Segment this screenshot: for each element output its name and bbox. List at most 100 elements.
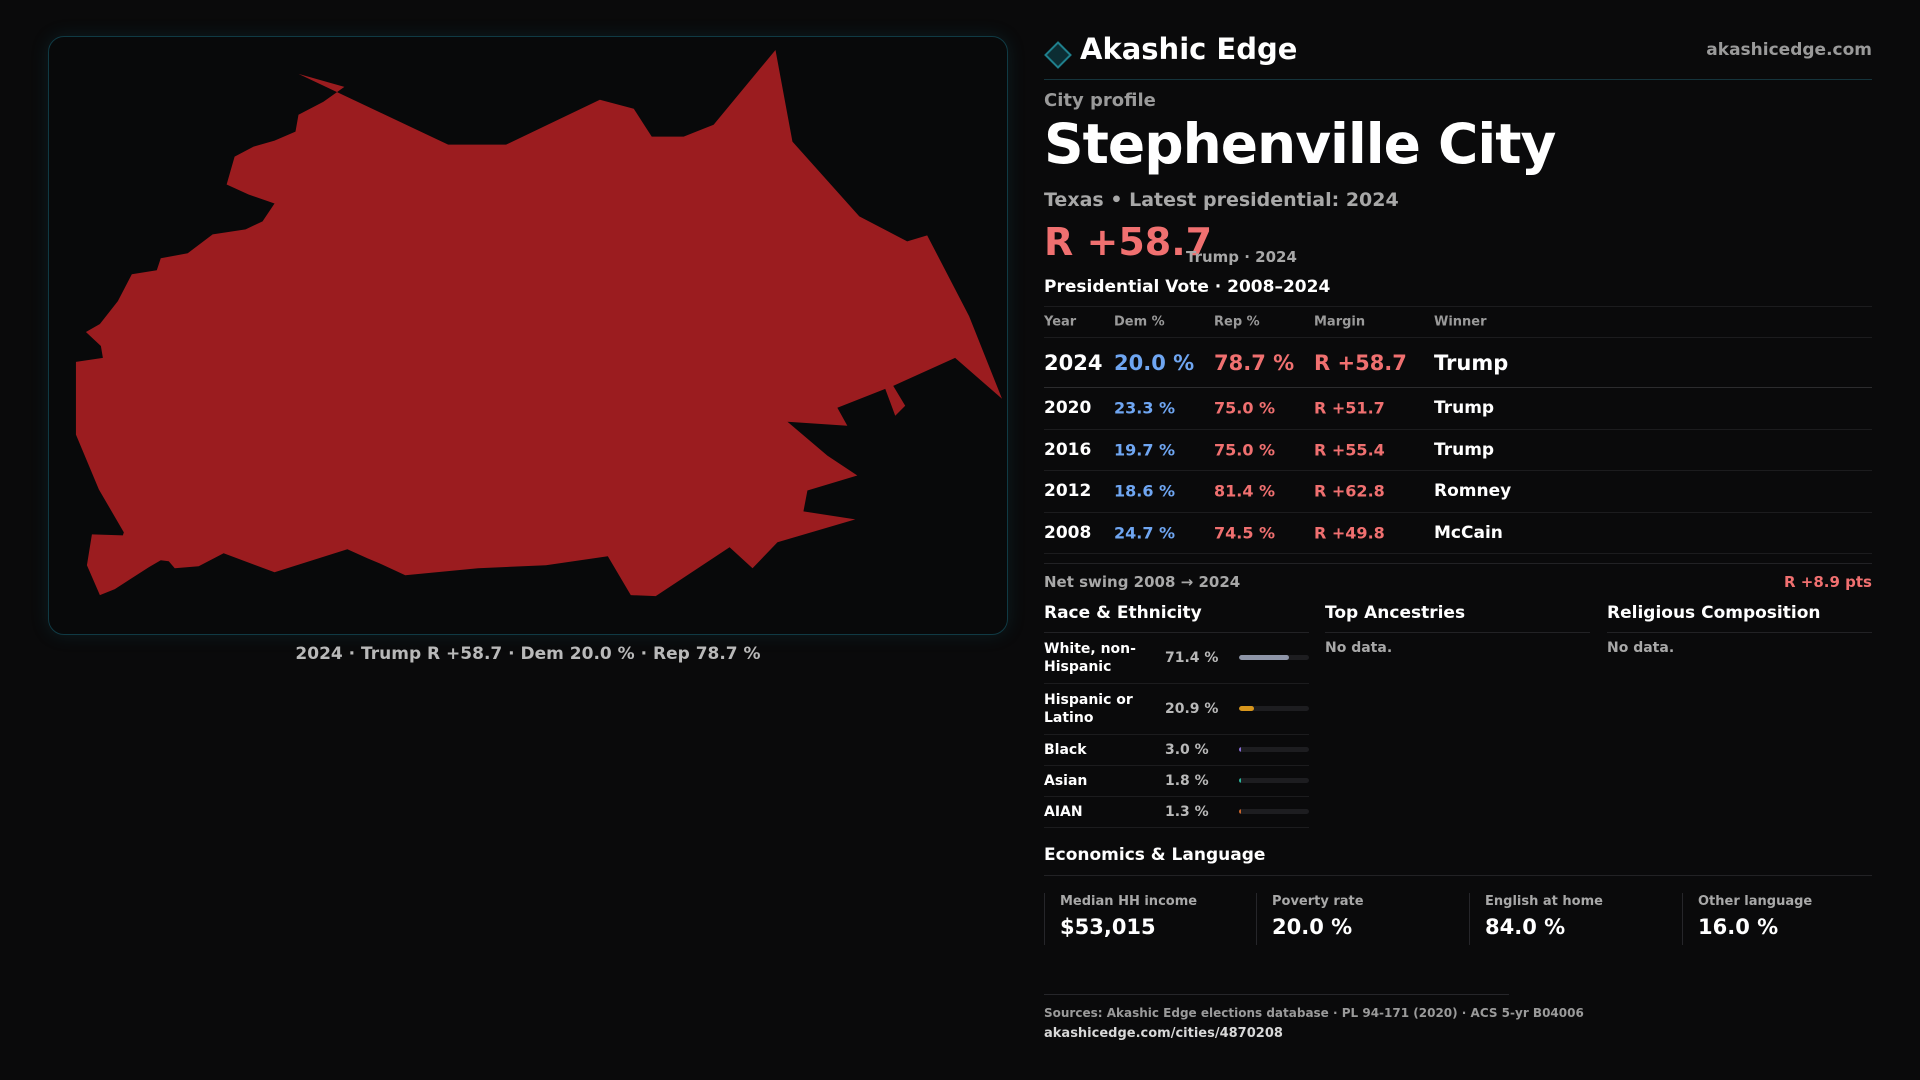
race-bar bbox=[1239, 778, 1309, 783]
religion-section-title: Religious Composition bbox=[1607, 600, 1872, 633]
page-eyebrow: City profile bbox=[1044, 90, 1156, 111]
col-winner-header: Winner bbox=[1434, 314, 1487, 330]
race-bar bbox=[1239, 809, 1309, 814]
race-label: Black bbox=[1044, 742, 1087, 758]
net-swing-label: Net swing 2008 → 2024 bbox=[1044, 573, 1241, 591]
latest-margin-note: Trump · 2024 bbox=[1186, 248, 1297, 266]
econ-stat-poverty: Poverty rate 20.0 % bbox=[1256, 893, 1468, 945]
col-year-header: Year bbox=[1044, 314, 1077, 330]
vote-row-2012: 2012 18.6 % 81.4 % R +62.8 Romney bbox=[1044, 471, 1872, 513]
race-label: Hispanic or Latino bbox=[1044, 692, 1133, 726]
race-bar bbox=[1239, 747, 1309, 752]
econ-value: 20.0 % bbox=[1272, 915, 1353, 939]
vote-year: 2020 bbox=[1044, 398, 1092, 419]
vote-margin: R +51.7 bbox=[1314, 398, 1385, 418]
city-boundary-shape bbox=[75, 49, 1003, 597]
vote-margin: R +62.8 bbox=[1314, 481, 1385, 501]
vote-rep: 81.4 % bbox=[1214, 481, 1276, 501]
race-pct: 71.4 % bbox=[1165, 650, 1219, 666]
race-label: White, non-Hispanic bbox=[1044, 641, 1136, 675]
vote-winner: Romney bbox=[1434, 481, 1512, 502]
vote-rep: 74.5 % bbox=[1214, 523, 1276, 543]
econ-stat-english: English at home 84.0 % bbox=[1469, 893, 1681, 945]
ancestries-section: Top Ancestries No data. bbox=[1325, 600, 1590, 656]
vote-winner: Trump bbox=[1434, 398, 1495, 419]
econ-label: Median HH income bbox=[1060, 894, 1198, 909]
map-caption: 2024 · Trump R +58.7 · Dem 20.0 % · Rep … bbox=[295, 644, 761, 664]
net-swing: Net swing 2008 → 2024 R +8.9 pts bbox=[1044, 563, 1872, 597]
vote-year: 2012 bbox=[1044, 481, 1092, 502]
vote-year: 2008 bbox=[1044, 522, 1092, 543]
vote-margin: R +58.7 bbox=[1314, 350, 1407, 375]
race-ethnicity-section: Race & Ethnicity White, non-Hispanic 71.… bbox=[1044, 600, 1309, 828]
vote-dem: 19.7 % bbox=[1114, 440, 1176, 460]
race-pct: 20.9 % bbox=[1165, 701, 1219, 717]
race-pct: 1.3 % bbox=[1165, 804, 1209, 820]
vote-section-title: Presidential Vote · 2008–2024 bbox=[1044, 277, 1331, 297]
vote-winner: Trump bbox=[1434, 350, 1509, 375]
race-label: Asian bbox=[1044, 773, 1088, 789]
vote-dem: 24.7 % bbox=[1114, 523, 1176, 543]
race-row: White, non-Hispanic 71.4 % bbox=[1044, 633, 1309, 684]
vote-row-2016: 2016 19.7 % 75.0 % R +55.4 Trump bbox=[1044, 430, 1872, 471]
vote-table-header: Year Dem % Rep % Margin Winner bbox=[1044, 306, 1872, 338]
vote-rep: 75.0 % bbox=[1214, 398, 1276, 418]
vote-row-2008: 2008 24.7 % 74.5 % R +49.8 McCain bbox=[1044, 513, 1872, 554]
race-row: Asian 1.8 % bbox=[1044, 766, 1309, 797]
econ-stat-income: Median HH income $53,015 bbox=[1044, 893, 1256, 945]
econ-value: 84.0 % bbox=[1485, 915, 1566, 939]
econ-label: Poverty rate bbox=[1272, 894, 1364, 909]
vote-margin: R +49.8 bbox=[1314, 523, 1385, 543]
city-map[interactable] bbox=[48, 36, 1008, 635]
race-bar-fill bbox=[1239, 809, 1241, 814]
vote-rep: 78.7 % bbox=[1214, 350, 1295, 375]
brand-url[interactable]: akashicedge.com bbox=[1706, 40, 1872, 60]
col-rep-header: Rep % bbox=[1214, 314, 1260, 330]
vote-dem: 23.3 % bbox=[1114, 398, 1176, 418]
vote-year: 2016 bbox=[1044, 439, 1092, 460]
econ-stat-other-language: Other language 16.0 % bbox=[1682, 893, 1872, 945]
brand-name[interactable]: Akashic Edge bbox=[1080, 32, 1298, 66]
race-section-title: Race & Ethnicity bbox=[1044, 600, 1309, 633]
vote-row-2020: 2020 23.3 % 75.0 % R +51.7 Trump bbox=[1044, 388, 1872, 430]
footer: Sources: Akashic Edge elections database… bbox=[1044, 994, 1584, 1041]
economics-grid: Median HH income $53,015 Poverty rate 20… bbox=[1044, 893, 1872, 945]
page-subtitle: Texas • Latest presidential: 2024 bbox=[1044, 189, 1399, 211]
economics-section-title: Economics & Language bbox=[1044, 845, 1872, 876]
race-pct: 1.8 % bbox=[1165, 773, 1209, 789]
footer-sources: Sources: Akashic Edge elections database… bbox=[1044, 1006, 1584, 1020]
vote-table: Year Dem % Rep % Margin Winner 2024 20.0… bbox=[1044, 306, 1872, 554]
econ-value: 16.0 % bbox=[1698, 915, 1779, 939]
race-bar-fill bbox=[1239, 655, 1289, 660]
ancestries-section-title: Top Ancestries bbox=[1325, 600, 1590, 633]
latest-margin: R +58.7 bbox=[1044, 220, 1213, 264]
city-boundary-map bbox=[75, 49, 1003, 597]
race-bar bbox=[1239, 655, 1309, 660]
race-bar bbox=[1239, 706, 1309, 711]
religion-section: Religious Composition No data. bbox=[1607, 600, 1872, 656]
econ-value: $53,015 bbox=[1060, 915, 1156, 939]
diamond-icon bbox=[1044, 41, 1072, 69]
col-margin-header: Margin bbox=[1314, 314, 1366, 330]
race-row: AIAN 1.3 % bbox=[1044, 797, 1309, 828]
footer-url[interactable]: akashicedge.com/cities/4870208 bbox=[1044, 1026, 1283, 1041]
race-bar-fill bbox=[1239, 778, 1241, 783]
econ-label: Other language bbox=[1698, 894, 1813, 909]
vote-dem: 20.0 % bbox=[1114, 350, 1195, 375]
race-bar-fill bbox=[1239, 747, 1242, 752]
ancestries-empty: No data. bbox=[1325, 640, 1393, 656]
race-pct: 3.0 % bbox=[1165, 742, 1209, 758]
vote-rep: 75.0 % bbox=[1214, 440, 1276, 460]
vote-year: 2024 bbox=[1044, 350, 1103, 375]
col-dem-header: Dem % bbox=[1114, 314, 1165, 330]
race-row: Hispanic or Latino 20.9 % bbox=[1044, 684, 1309, 735]
race-label: AIAN bbox=[1044, 804, 1083, 820]
religion-empty: No data. bbox=[1607, 640, 1675, 656]
vote-margin: R +55.4 bbox=[1314, 440, 1385, 460]
vote-winner: Trump bbox=[1434, 439, 1495, 460]
race-row: Black 3.0 % bbox=[1044, 735, 1309, 766]
race-bar-fill bbox=[1239, 706, 1254, 711]
vote-dem: 18.6 % bbox=[1114, 481, 1176, 501]
econ-label: English at home bbox=[1485, 894, 1603, 909]
brand-header: Akashic Edge akashicedge.com bbox=[1044, 30, 1872, 80]
